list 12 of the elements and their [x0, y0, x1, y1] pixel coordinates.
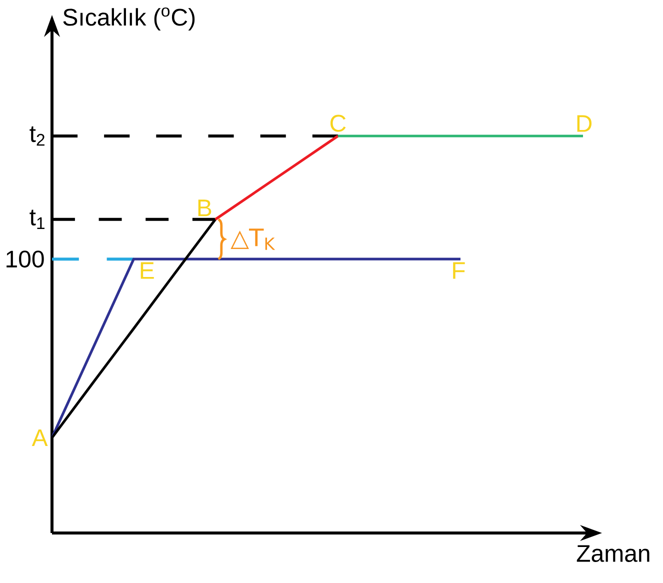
text: A: [32, 429, 48, 446]
x-axis-title: Zaman: [576, 545, 650, 562]
annotation: C: [330, 114, 346, 132]
text: t$_{1}$: [30, 210, 44, 229]
text: 100: [6, 250, 44, 268]
annotation: E: [140, 262, 154, 279]
annotation: B: [198, 200, 212, 216]
annotation: F: [453, 262, 465, 279]
annotation: △T$_{K}$: [230, 228, 276, 250]
annotation: D: [577, 115, 592, 132]
text: t$_{2}$: [30, 126, 44, 146]
y-axis-title: Sıcaklık ($^{o}$C): [63, 7, 195, 31]
